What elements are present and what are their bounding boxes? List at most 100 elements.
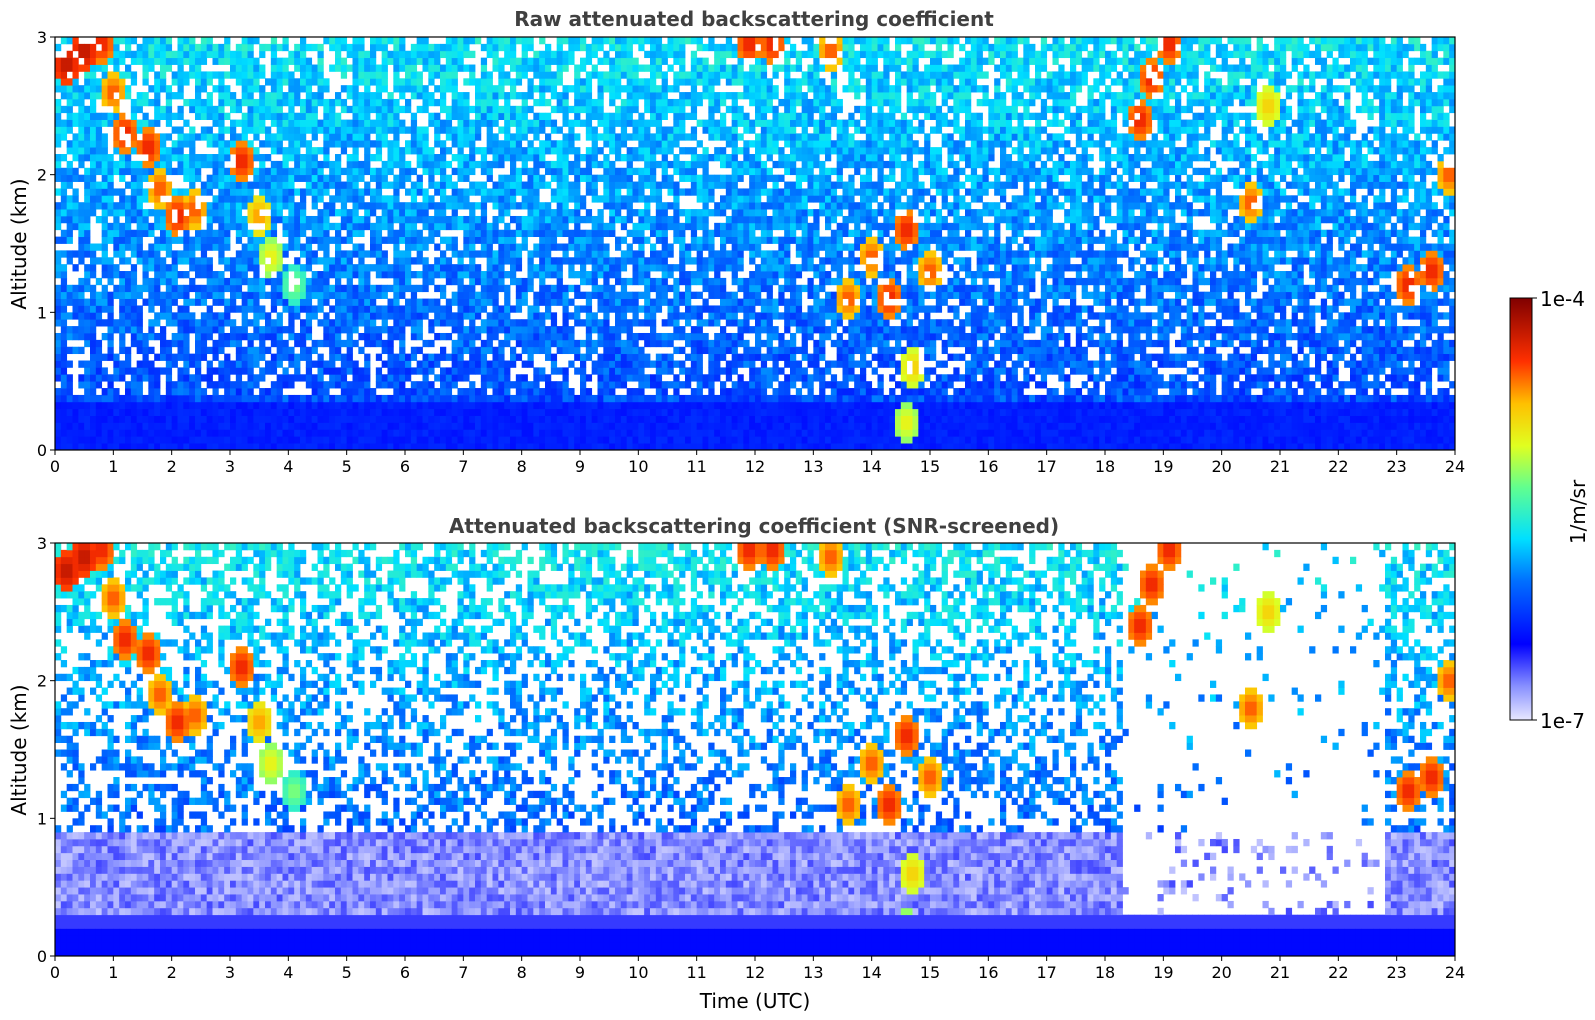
heatmap-cell xyxy=(341,416,347,423)
heatmap-cell xyxy=(539,175,545,182)
heatmap-cell xyxy=(504,133,510,140)
heatmap-cell xyxy=(90,175,96,182)
heatmap-cell xyxy=(318,292,324,299)
heatmap-cell xyxy=(458,202,464,209)
heatmap-cell xyxy=(242,92,248,99)
heatmap-cell xyxy=(61,65,67,72)
heatmap-cell xyxy=(224,388,230,395)
heatmap-cell xyxy=(300,85,306,92)
heatmap-cell xyxy=(463,250,469,257)
heatmap-cell xyxy=(119,340,125,347)
heatmap-cell xyxy=(440,436,446,443)
heatmap-cell xyxy=(294,436,300,443)
heatmap-cell xyxy=(428,182,434,189)
heatmap-cell xyxy=(294,333,300,340)
heatmap-cell xyxy=(78,126,84,133)
heatmap-cell xyxy=(84,216,90,223)
heatmap-cell xyxy=(440,126,446,133)
heatmap-cell xyxy=(236,402,242,409)
heatmap-cell xyxy=(411,237,417,244)
heatmap-cell xyxy=(323,402,329,409)
heatmap-cell xyxy=(78,319,84,326)
heatmap-cell xyxy=(347,347,353,354)
heatmap-cell xyxy=(417,237,423,244)
heatmap-cell xyxy=(528,85,534,92)
heatmap-cell xyxy=(306,333,312,340)
heatmap-cell xyxy=(148,367,154,374)
heatmap-cell xyxy=(259,161,265,168)
heatmap-cell xyxy=(318,188,324,195)
heatmap-cell xyxy=(154,120,160,127)
heatmap-cell xyxy=(510,92,516,99)
heatmap-cell xyxy=(271,388,277,395)
heatmap-cell xyxy=(218,361,224,368)
heatmap-cell xyxy=(358,44,364,51)
heatmap-cell xyxy=(393,326,399,333)
heatmap-cell xyxy=(388,402,394,409)
heatmap-cell xyxy=(329,202,335,209)
heatmap-cell xyxy=(487,374,493,381)
heatmap-cell xyxy=(248,250,254,257)
heatmap-cell xyxy=(189,436,195,443)
heatmap-cell xyxy=(493,285,499,292)
heatmap-cell xyxy=(96,416,102,423)
heatmap-cell xyxy=(493,133,499,140)
heatmap-cell xyxy=(73,422,79,429)
heatmap-cell xyxy=(522,216,528,223)
heatmap-cell xyxy=(218,257,224,264)
heatmap-cell xyxy=(364,154,370,161)
heatmap-cell xyxy=(329,195,335,202)
heatmap-cell xyxy=(90,126,96,133)
heatmap-cell xyxy=(277,99,283,106)
heatmap-cell xyxy=(452,202,458,209)
heatmap-cell xyxy=(417,381,423,388)
heatmap-cell xyxy=(318,381,324,388)
heatmap-cell xyxy=(417,202,423,209)
heatmap-cell xyxy=(102,305,108,312)
heatmap-cell xyxy=(364,140,370,147)
heatmap-cell xyxy=(259,374,265,381)
heatmap-cell xyxy=(242,216,248,223)
heatmap-cell xyxy=(312,230,318,237)
heatmap-cell xyxy=(376,264,382,271)
heatmap-cell xyxy=(493,354,499,361)
heatmap-cell xyxy=(102,147,108,154)
heatmap-cell xyxy=(73,436,79,443)
heatmap-cell xyxy=(428,305,434,312)
heatmap-cell xyxy=(160,340,166,347)
heatmap-cell xyxy=(90,58,96,65)
heatmap-cell xyxy=(393,374,399,381)
heatmap-cell xyxy=(493,140,499,147)
heatmap-cell xyxy=(417,106,423,113)
heatmap-cell xyxy=(300,78,306,85)
heatmap-cell xyxy=(481,85,487,92)
heatmap-cell xyxy=(224,422,230,429)
heatmap-cell xyxy=(504,237,510,244)
heatmap-cell xyxy=(207,182,213,189)
heatmap-cell xyxy=(125,443,131,450)
heatmap-cell xyxy=(248,230,254,237)
heatmap-cell xyxy=(224,443,230,450)
heatmap-cell xyxy=(248,354,254,361)
heatmap-cell xyxy=(201,347,207,354)
heatmap-cell xyxy=(376,333,382,340)
heatmap-cell xyxy=(253,312,259,319)
heatmap-cell xyxy=(195,133,201,140)
heatmap-cell xyxy=(463,429,469,436)
heatmap-cell xyxy=(487,71,493,78)
heatmap-cell xyxy=(533,409,539,416)
heatmap-cell xyxy=(388,305,394,312)
heatmap-cell xyxy=(469,237,475,244)
heatmap-cell xyxy=(528,195,534,202)
heatmap-cell xyxy=(428,113,434,120)
heatmap-cell xyxy=(67,195,73,202)
heatmap-cell xyxy=(312,216,318,223)
heatmap-cell xyxy=(347,429,353,436)
heatmap-cell xyxy=(265,443,271,450)
heatmap-cell xyxy=(172,278,178,285)
heatmap-cell xyxy=(166,113,172,120)
heatmap-cell xyxy=(423,37,429,44)
heatmap-cell xyxy=(218,85,224,92)
heatmap-cell xyxy=(300,443,306,450)
heatmap-cell xyxy=(469,133,475,140)
